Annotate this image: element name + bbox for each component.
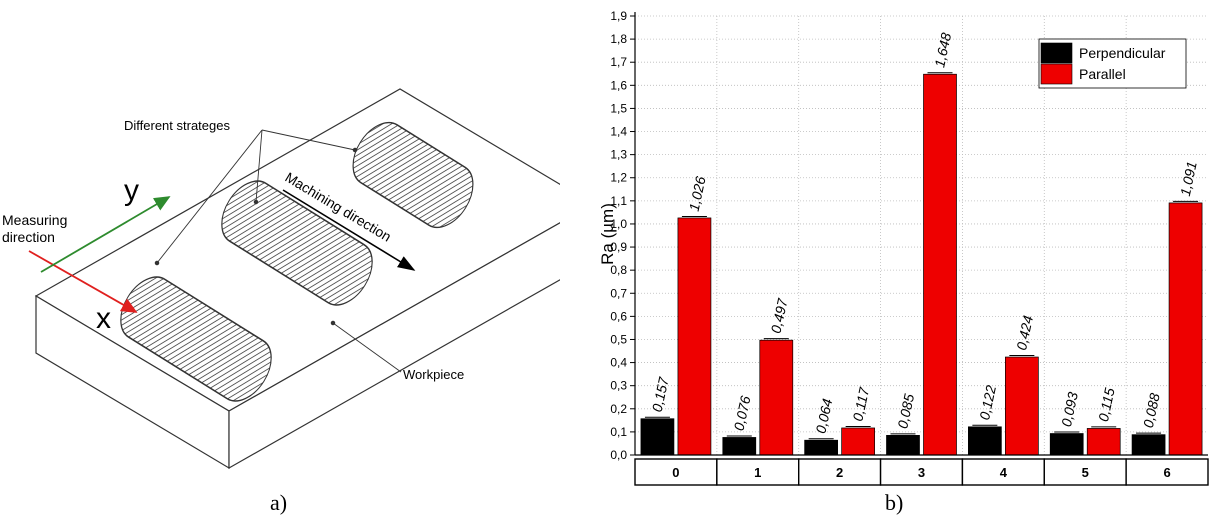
axes: 0,0 0,1 0,2 0,3 0,4 0,5 0,6 0,7 0,8 0,9 1,0 1,1 1,2 1… xyxy=(610,9,1208,462)
y-axis-title: Ra (µm) xyxy=(598,203,617,265)
bar-perpendicular-4 xyxy=(968,426,1002,456)
y-tick-label: 1,6 xyxy=(610,78,627,92)
bar-parallel-4 xyxy=(1005,356,1039,456)
data-label: 0,093 xyxy=(1058,390,1081,428)
machining-direction-arrow xyxy=(282,189,416,271)
x-axis-arrow xyxy=(28,250,138,313)
y-tick-label: 0,5 xyxy=(610,332,627,346)
workpiece-schematic: Different strateges Machining direction … xyxy=(2,88,560,515)
legend-swatch-perpendicular xyxy=(1040,42,1073,64)
data-label: 0,157 xyxy=(649,375,672,414)
data-label: 0,088 xyxy=(1140,391,1163,429)
bar-parallel-0 xyxy=(677,217,712,456)
data-label: 0,085 xyxy=(894,392,917,430)
y-axis-arrow xyxy=(40,196,171,273)
legend-swatch-parallel xyxy=(1040,63,1073,85)
data-label: 0,424 xyxy=(1013,314,1036,352)
measuring-direction-label: Measuring direction xyxy=(2,212,71,245)
category-boxes: 0 1 2 3 4 5 6 xyxy=(634,458,1209,486)
y-tick-label: 0,7 xyxy=(610,286,627,300)
legend-label-perpendicular: Perpendicular xyxy=(1079,45,1166,61)
bar-parallel-6 xyxy=(1168,202,1203,456)
y-tick-label: 0,3 xyxy=(610,379,627,393)
y-tick-label: 0,6 xyxy=(610,309,627,323)
data-label: 0,064 xyxy=(812,397,835,435)
y-tick-label: 1,4 xyxy=(610,125,627,139)
y-tick-label: 0,0 xyxy=(610,448,627,462)
y-axis-letter: y xyxy=(124,174,139,207)
data-label: 1,091 xyxy=(1177,160,1200,198)
category-label: 0 xyxy=(672,465,679,480)
panel-a-label: a) xyxy=(270,490,287,515)
bar-perpendicular-1 xyxy=(722,437,757,456)
data-label: 1,026 xyxy=(686,175,709,213)
y-tick-label: 1,9 xyxy=(610,9,627,23)
data-label: 0,115 xyxy=(1095,386,1118,423)
slot-3 xyxy=(352,121,474,229)
y-tick-label: 1,0 xyxy=(610,217,627,231)
category-label: 4 xyxy=(1000,465,1008,480)
data-labels: 0,157 1,026 0,076 0,497 0,064 0,117 0,085 1,648… xyxy=(649,31,1200,435)
slot-2 xyxy=(221,180,373,306)
bar-parallel-3 xyxy=(923,73,957,456)
category-label: 5 xyxy=(1082,465,1089,480)
x-axis-letter: x xyxy=(96,302,111,335)
bar-parallel-5 xyxy=(1086,428,1121,456)
y-tick-label: 1,2 xyxy=(610,171,627,185)
category-box xyxy=(1043,458,1127,486)
data-label: 0,122 xyxy=(976,384,999,422)
category-box xyxy=(961,458,1045,486)
y-tick-label: 0,2 xyxy=(610,402,627,416)
y-tick-label: 0,1 xyxy=(610,425,627,439)
data-label: 0,497 xyxy=(768,296,791,335)
strategies-callout: Different strateges xyxy=(124,118,230,133)
category-label: 2 xyxy=(836,465,843,480)
category-box xyxy=(798,458,882,486)
workpiece-label: Workpiece xyxy=(403,367,464,382)
y-tick-label: 0,9 xyxy=(610,240,627,254)
data-label: 0,076 xyxy=(731,394,754,432)
bar-parallel-1 xyxy=(759,339,794,456)
category-box xyxy=(1125,458,1209,486)
bar-perpendicular-6 xyxy=(1131,434,1166,456)
legend-label-parallel: Parallel xyxy=(1079,66,1126,82)
category-label: 6 xyxy=(1163,465,1170,480)
machined-slots xyxy=(120,121,474,402)
bar-perpendicular-5 xyxy=(1049,433,1084,456)
bar-parallel-2 xyxy=(841,427,875,456)
panel-b-label: b) xyxy=(885,490,903,515)
callout-lines xyxy=(154,129,402,373)
y-tick-label: 1,1 xyxy=(610,194,627,208)
bar-perpendicular-2 xyxy=(804,439,838,456)
category-label: 3 xyxy=(918,465,925,480)
bar-perpendicular-3 xyxy=(886,435,920,456)
y-tick-label: 1,8 xyxy=(610,32,627,46)
y-tick-label: 1,3 xyxy=(610,148,627,162)
data-label: 0,117 xyxy=(849,385,872,423)
category-box xyxy=(879,458,964,486)
y-tick-label: 1,5 xyxy=(610,101,627,115)
data-label: 1,648 xyxy=(931,31,954,69)
y-tick-label: 0,8 xyxy=(610,263,627,277)
category-box xyxy=(634,458,718,486)
bar-perpendicular-0 xyxy=(640,418,675,456)
y-tick-label: 1,7 xyxy=(610,55,627,69)
slot-1 xyxy=(120,276,272,402)
bars xyxy=(640,72,1203,456)
category-label: 1 xyxy=(754,465,761,480)
y-tick-label: 0,4 xyxy=(610,356,627,370)
legend: Perpendicular Parallel xyxy=(1038,38,1187,89)
